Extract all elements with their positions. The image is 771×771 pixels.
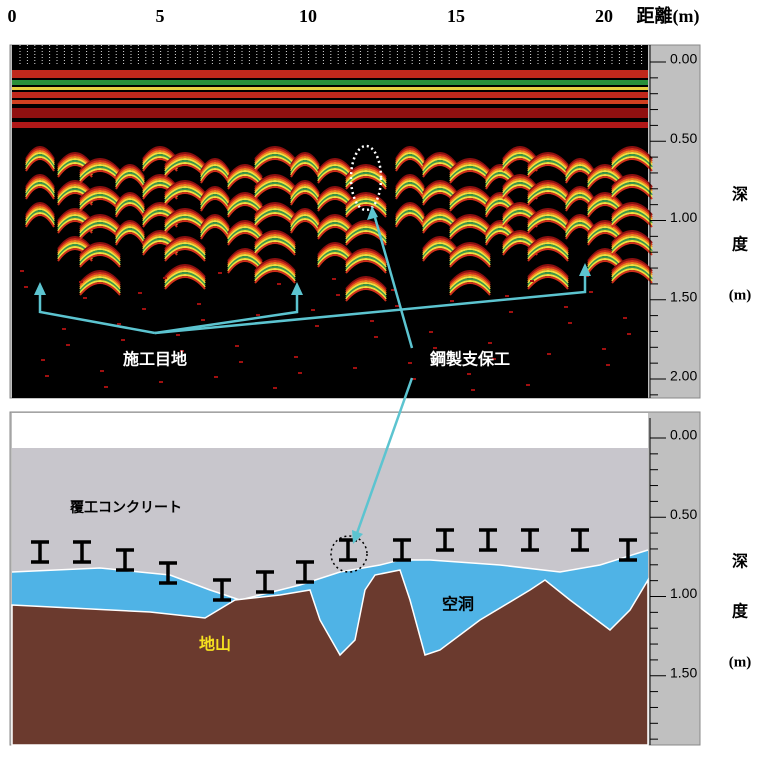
speckle: [41, 359, 45, 361]
speckle: [66, 344, 70, 346]
speckle: [214, 376, 218, 378]
speckle: [235, 345, 239, 347]
speckle: [62, 328, 66, 330]
speckle: [159, 381, 163, 383]
depth-tick-label: 1.50: [670, 664, 697, 680]
depth-side-label: 度: [732, 602, 749, 621]
reflection-band: [12, 122, 648, 128]
reflection-band: [12, 87, 648, 90]
speckle: [505, 295, 509, 297]
speckle: [408, 362, 412, 364]
distance-tick-label: 0: [8, 6, 17, 26]
figure: 施工目地 鋼製支保工 覆工コンクリート 空洞 地山 距離(m) 0 5 10 15 20…: [0, 0, 771, 771]
speckle: [20, 270, 24, 272]
depth-tick-label: 0.00: [670, 427, 697, 443]
speckle: [256, 314, 260, 316]
speckle: [104, 386, 108, 388]
speckle: [142, 308, 146, 310]
speckle: [277, 283, 281, 285]
speckle: [45, 375, 49, 377]
speckle: [627, 333, 631, 335]
speckle: [311, 309, 315, 311]
reflection-band: [12, 108, 648, 118]
speckle: [526, 384, 530, 386]
speckle: [100, 370, 104, 372]
reflection-band: [12, 80, 648, 85]
speckle: [395, 305, 399, 307]
speckle: [163, 277, 167, 279]
depth-tick-label: 0.50: [670, 130, 697, 146]
speckle: [370, 320, 374, 322]
speckle: [488, 342, 492, 344]
speckle: [117, 323, 121, 325]
speckle: [547, 353, 551, 355]
speckle: [121, 339, 125, 341]
depth-tick-label: 2.00: [670, 368, 697, 384]
speckle: [273, 387, 277, 389]
speckle: [197, 303, 201, 305]
speckle: [471, 389, 475, 391]
speckle: [332, 278, 336, 280]
blank-band: [12, 413, 648, 448]
void-label: 空洞: [442, 595, 474, 614]
speckle: [298, 372, 302, 374]
speckle: [623, 317, 627, 319]
depth-side-label: 深: [732, 552, 748, 571]
reflection-band: [12, 100, 648, 104]
page: {"top_panel": {"distance_axis": {"ticks"…: [0, 0, 771, 771]
depth-side-label: 度: [732, 235, 749, 254]
speckle: [467, 373, 471, 375]
speckle: [218, 272, 222, 274]
support-label: 鋼製支保工: [429, 350, 510, 369]
speckle: [138, 292, 142, 294]
speckle: [509, 311, 513, 313]
depth-side-label: 深: [732, 185, 748, 204]
distance-axis-label: 距離(m): [637, 5, 700, 27]
joint-label: 施工目地: [123, 350, 187, 369]
speckle: [606, 364, 610, 366]
distance-tick-label: 5: [156, 6, 165, 26]
depth-side-label: (m): [729, 287, 752, 303]
speckle: [564, 306, 568, 308]
depth-tick-label: 0.50: [670, 506, 697, 522]
depth-tick-label: 1.00: [670, 209, 697, 225]
speckle: [568, 322, 572, 324]
speckle: [374, 336, 378, 338]
concrete-label: 覆工コンクリート: [70, 500, 182, 516]
speckle: [602, 348, 606, 350]
ground-label: 地山: [199, 635, 231, 654]
depth-tick-label: 1.00: [670, 585, 697, 601]
speckle: [176, 334, 180, 336]
speckle: [589, 291, 593, 293]
speckle: [336, 294, 340, 296]
speckle: [201, 319, 205, 321]
speckle: [239, 361, 243, 363]
depth-tick-label: 0.00: [670, 51, 697, 67]
speckle: [450, 300, 454, 302]
reflection-band: [12, 92, 648, 98]
depth-tick-label: 2.00: [670, 744, 697, 760]
speckle: [79, 281, 83, 283]
distance-tick-label: 20: [595, 6, 613, 26]
speckle: [353, 367, 357, 369]
depth-tick-label: 1.50: [670, 288, 697, 304]
speckle: [294, 356, 298, 358]
distance-tick-label: 15: [447, 6, 465, 26]
speckle: [83, 297, 87, 299]
speckle: [429, 331, 433, 333]
speckle: [315, 325, 319, 327]
depth-side-label: (m): [729, 654, 752, 670]
reflection-band: [12, 70, 648, 78]
speckle: [530, 280, 534, 282]
distance-tick-label: 10: [299, 6, 317, 26]
speckle: [24, 286, 28, 288]
